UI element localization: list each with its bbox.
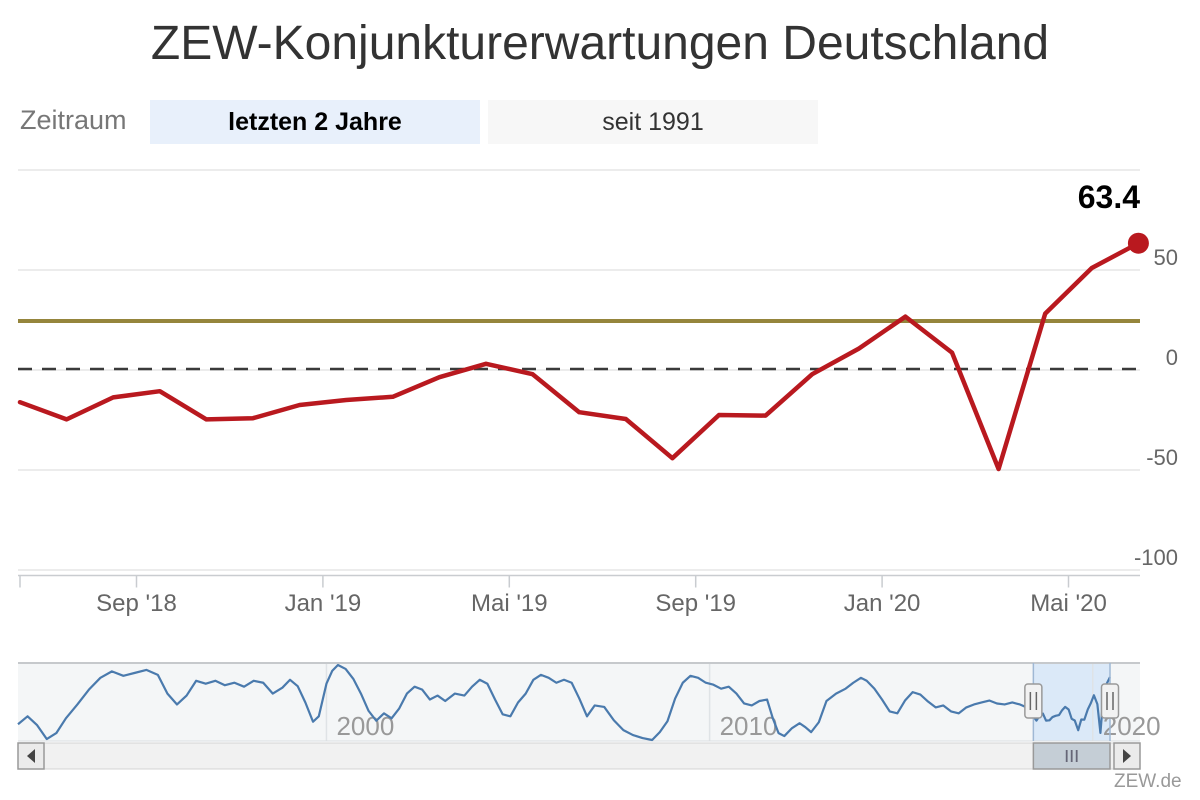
last-point-marker: [1127, 232, 1149, 254]
navigator-track[interactable]: [18, 663, 1140, 741]
handle-body[interactable]: [1024, 683, 1043, 719]
scrollbar: [17, 742, 1141, 770]
scrollbar-left-button[interactable]: [17, 742, 45, 770]
handle-body[interactable]: [1100, 683, 1120, 719]
range-button-since-1991[interactable]: seit 1991: [488, 100, 818, 144]
y-axis-label: 50: [1154, 245, 1178, 270]
arrow-right-icon: [1123, 749, 1131, 763]
y-axis-label: -100: [1134, 545, 1178, 570]
navigator: 2000 2010 2020: [17, 662, 1161, 742]
main-series-line: [17, 240, 1141, 472]
navigator-selected-window[interactable]: [1033, 663, 1110, 741]
x-axis-label: Jan '19: [285, 590, 362, 617]
zeitraum-label: Zeitraum: [20, 105, 127, 135]
main-chart: Sep '18 Jan '19 Mai '19 Sep '19 Jan '20 Mai '…: [17, 169, 1178, 617]
y-axis-label: -50: [1146, 445, 1178, 470]
x-axis-label: Sep '18: [96, 590, 177, 617]
scrollbar-thumb[interactable]: [1032, 742, 1111, 770]
navigator-right-handle[interactable]: [1100, 683, 1120, 719]
navigator-year-label: 2000: [336, 711, 394, 741]
y-axis-label: 0: [1166, 345, 1178, 370]
navigator-year-label: 2010: [720, 711, 778, 741]
x-axis-label: Mai '19: [471, 590, 548, 617]
x-axis-label: Mai '20: [1030, 590, 1107, 617]
last-value-label: 63.4: [1078, 179, 1140, 215]
credit-link[interactable]: ZEW.de: [1114, 771, 1182, 792]
navigator-left-handle[interactable]: [1024, 683, 1043, 719]
scrollbar-thumb-body[interactable]: [1032, 742, 1111, 770]
page-title: ZEW-Konjunkturerwartungen Deutschland: [150, 17, 1050, 70]
x-axis-label: Sep '19: [655, 590, 736, 617]
arrow-left-icon: [27, 749, 35, 763]
scrollbar-track[interactable]: [17, 742, 1141, 770]
scrollbar-right-button[interactable]: [1113, 742, 1141, 770]
range-button-last-2-years[interactable]: letzten 2 Jahre: [150, 100, 480, 144]
x-axis-label: Jan '20: [844, 590, 921, 617]
